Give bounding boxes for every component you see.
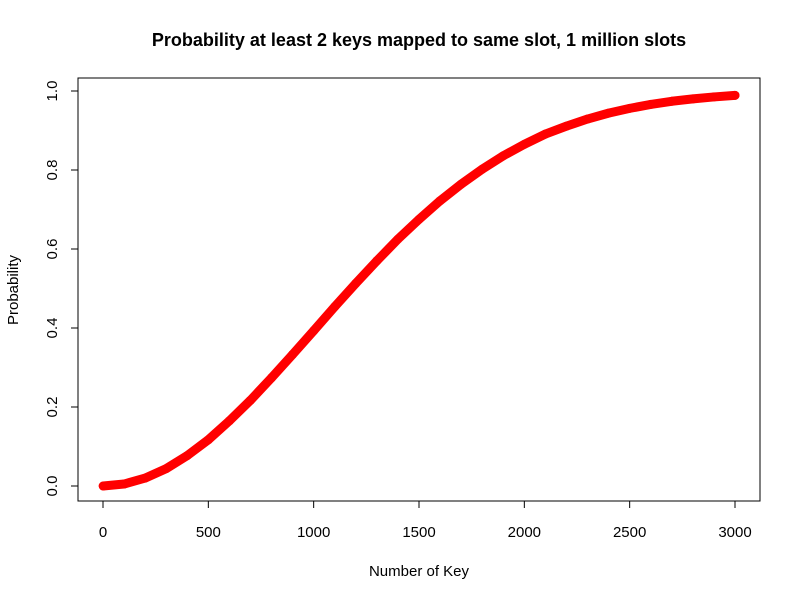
data-point [245,395,255,405]
data-point [309,326,319,336]
data-point [519,139,529,149]
x-tick-label: 2000 [508,524,541,541]
data-point [182,451,192,461]
y-tick-label: 1.0 [44,81,61,102]
series-layer [98,90,740,491]
data-point [267,373,277,383]
data-point [709,92,719,102]
data-point [140,473,150,483]
data-point [351,278,361,288]
data-point [161,464,171,474]
series-line [98,90,740,491]
x-tick-label: 2500 [613,524,646,541]
x-tick-label: 500 [196,524,221,541]
data-point [477,164,487,174]
y-tick-label: 0.6 [44,239,61,260]
x-axis-label: Number of Key [369,563,470,580]
data-point [372,256,382,266]
y-tick-label: 0.2 [44,397,61,418]
x-tick-label: 1500 [402,524,435,541]
data-point [224,416,234,426]
data-point [583,114,593,124]
data-point [730,90,740,100]
y-axis-label: Probability [5,254,22,325]
x-tick-label: 3000 [718,524,751,541]
chart-title: Probability at least 2 keys mapped to sa… [152,30,686,50]
data-point [667,96,677,106]
data-point [561,121,571,131]
x-tick-label: 0 [99,524,107,541]
data-point [604,108,614,118]
data-point [393,234,403,244]
data-point [625,103,635,113]
y-axis: 0.0 0.2 0.4 0.6 0.8 1.0 [44,81,79,497]
data-point [414,214,424,224]
data-point [540,129,550,139]
y-tick-label: 0.0 [44,476,61,497]
data-point [98,481,108,491]
data-point [456,179,466,189]
data-point [330,302,340,312]
x-axis: 0 500 1000 1500 2000 2500 3000 [99,500,752,541]
data-point [435,196,445,206]
data-point [646,99,656,109]
data-point [288,349,298,359]
data-point [688,94,698,104]
x-tick-label: 1000 [297,524,330,541]
data-point [203,435,213,445]
y-tick-label: 0.8 [44,160,61,181]
data-point [498,151,508,161]
data-point [119,479,129,489]
plot-frame [77,77,761,502]
y-tick-label: 0.4 [44,318,61,339]
